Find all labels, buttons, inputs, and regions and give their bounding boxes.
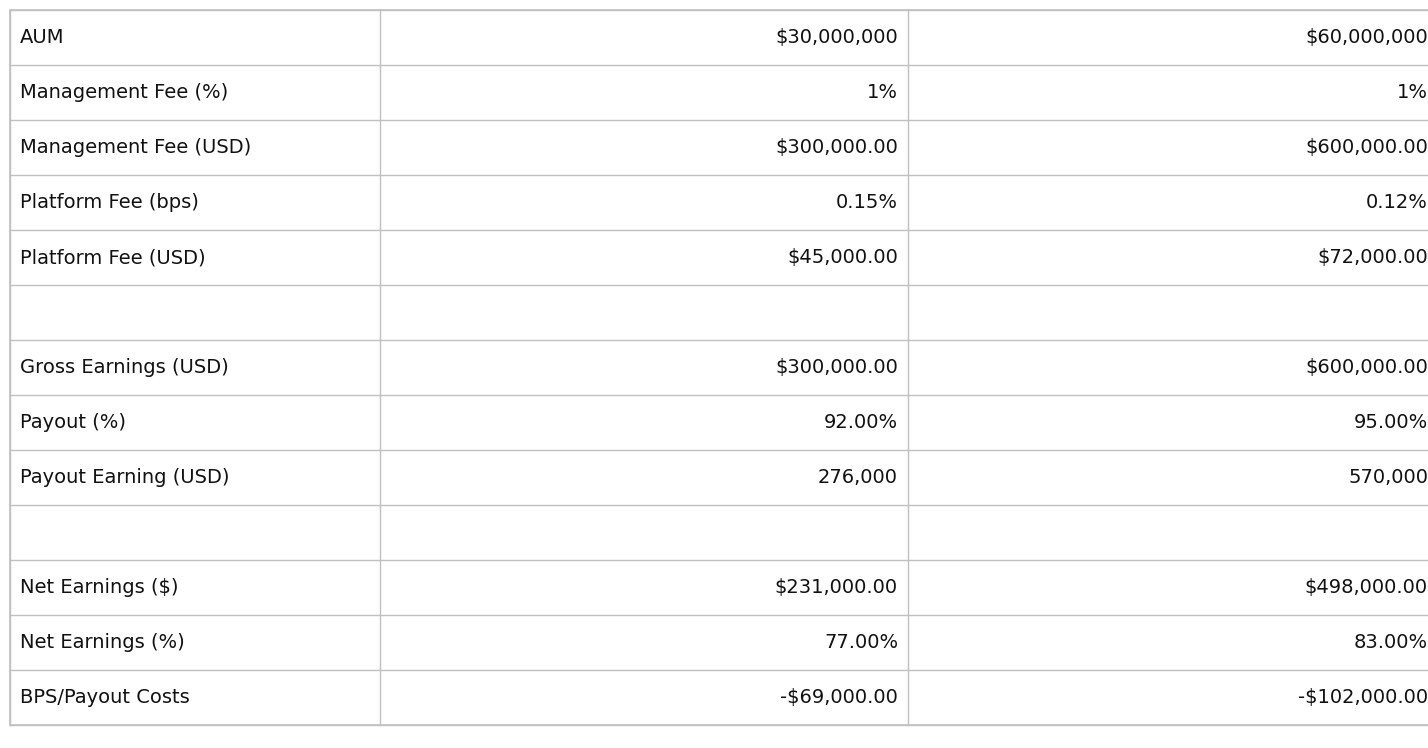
Text: $498,000.00: $498,000.00: [1305, 578, 1428, 597]
Text: Gross Earnings (USD): Gross Earnings (USD): [20, 358, 228, 377]
Text: 1%: 1%: [1397, 83, 1428, 102]
Text: $231,000.00: $231,000.00: [775, 578, 898, 597]
Text: Net Earnings (%): Net Earnings (%): [20, 633, 184, 652]
Text: $45,000.00: $45,000.00: [787, 248, 898, 267]
Text: Payout (%): Payout (%): [20, 413, 126, 432]
Text: $600,000.00: $600,000.00: [1305, 358, 1428, 377]
Text: $300,000.00: $300,000.00: [775, 358, 898, 377]
Text: $72,000.00: $72,000.00: [1317, 248, 1428, 267]
Text: BPS/Payout Costs: BPS/Payout Costs: [20, 688, 190, 707]
Text: Net Earnings ($): Net Earnings ($): [20, 578, 178, 597]
Text: 276,000: 276,000: [818, 468, 898, 487]
Text: 0.15%: 0.15%: [835, 193, 898, 212]
Text: 83.00%: 83.00%: [1354, 633, 1428, 652]
Text: 77.00%: 77.00%: [824, 633, 898, 652]
Text: $30,000,000: $30,000,000: [775, 28, 898, 47]
Text: Payout Earning (USD): Payout Earning (USD): [20, 468, 230, 487]
Text: 0.12%: 0.12%: [1367, 193, 1428, 212]
Text: 95.00%: 95.00%: [1354, 413, 1428, 432]
Text: $60,000,000: $60,000,000: [1305, 28, 1428, 47]
Text: AUM: AUM: [20, 28, 64, 47]
Text: -$102,000.00: -$102,000.00: [1298, 688, 1428, 707]
Text: $600,000.00: $600,000.00: [1305, 138, 1428, 157]
Text: -$69,000.00: -$69,000.00: [780, 688, 898, 707]
Text: 1%: 1%: [867, 83, 898, 102]
Text: Management Fee (USD): Management Fee (USD): [20, 138, 251, 157]
Text: Platform Fee (USD): Platform Fee (USD): [20, 248, 206, 267]
Text: 570,000: 570,000: [1348, 468, 1428, 487]
Text: Platform Fee (bps): Platform Fee (bps): [20, 193, 198, 212]
Text: $300,000.00: $300,000.00: [775, 138, 898, 157]
Text: 92.00%: 92.00%: [824, 413, 898, 432]
Text: Management Fee (%): Management Fee (%): [20, 83, 228, 102]
